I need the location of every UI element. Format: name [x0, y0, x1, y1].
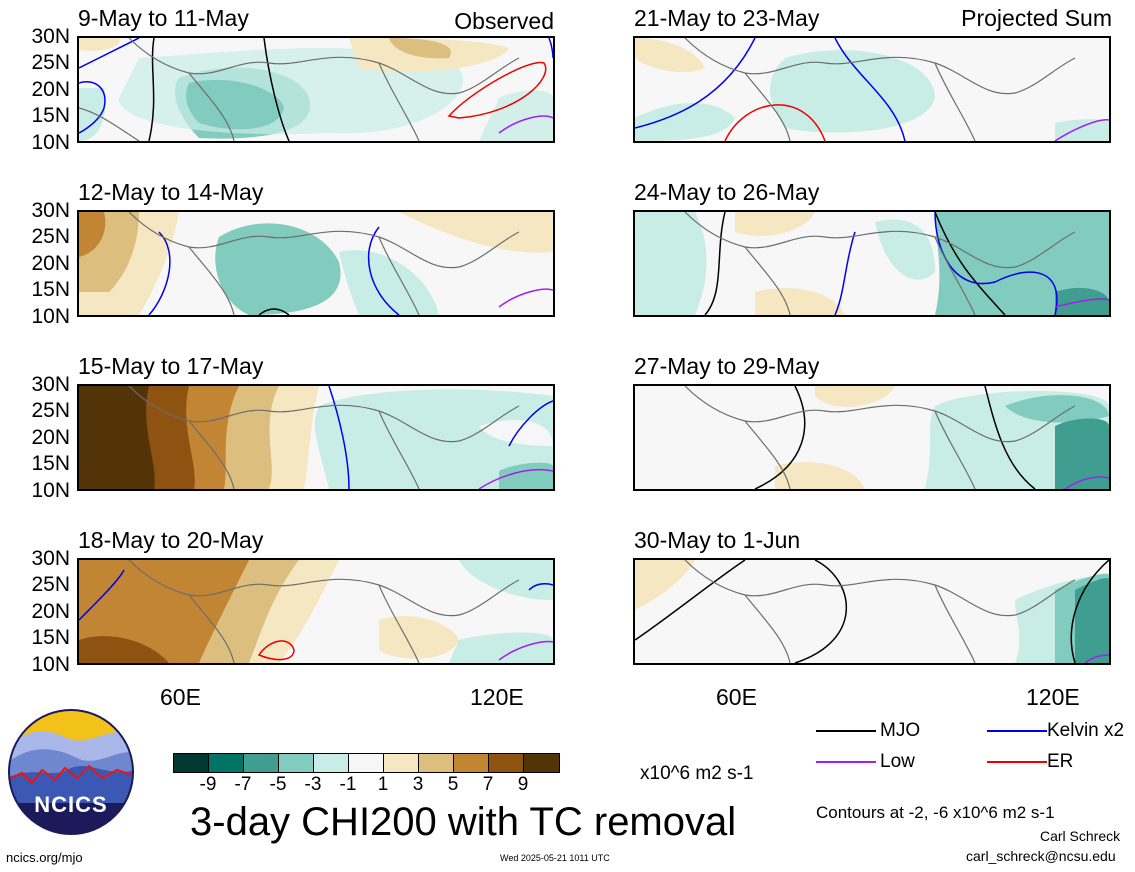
lon-label-60e: 60E [716, 684, 757, 710]
panel-3-title: 15-May to 17-May [78, 353, 264, 379]
author-email[interactable]: carl_schreck@ncsu.edu [966, 848, 1116, 864]
colorbar-tick: -5 [269, 774, 287, 795]
contours-note: Contours at -2, -6 x10^6 m2 s-1 [816, 803, 1055, 822]
lat-label-15n: 15N [31, 104, 70, 127]
colorbar-swatch [489, 754, 524, 772]
main-title: 3-day CHI200 with TC removal [190, 800, 737, 844]
projected-label: Projected Sum [961, 5, 1112, 31]
lat-label-20n: 20N [31, 78, 70, 101]
lat-label-10n: 10N [31, 131, 70, 154]
legend-line-er [987, 761, 1047, 763]
lat-label-25n: 25N [31, 573, 70, 596]
anomaly-map [635, 212, 1109, 315]
lat-label-10n: 10N [31, 653, 70, 676]
map-panel-2 [77, 210, 555, 317]
colorbar-tick: 5 [447, 774, 459, 795]
map-panel-4 [77, 558, 555, 665]
lat-label-20n: 20N [31, 426, 70, 449]
colorbar-tick: -3 [304, 774, 322, 795]
lon-label-120e: 120E [1026, 684, 1080, 710]
map-panel-6 [633, 210, 1111, 317]
lat-label-25n: 25N [31, 225, 70, 248]
legend-label-low: Low [880, 751, 915, 772]
legend-label-kelvin: Kelvin x2 [1047, 720, 1125, 741]
colorbar-swatch [209, 754, 244, 772]
colorbar-units: x10^6 m2 s-1 [640, 763, 754, 784]
colorbar-tick: 3 [412, 774, 424, 795]
lat-label-25n: 25N [31, 51, 70, 74]
map-panel-8 [633, 558, 1111, 665]
panel-6-title: 24-May to 26-May [634, 179, 820, 205]
anomaly-map [635, 560, 1109, 663]
colorbar-tick: -7 [234, 774, 252, 795]
lat-label-30n: 30N [31, 25, 70, 48]
legend-line-kelvin [987, 730, 1047, 732]
colorbar-tick: 1 [377, 774, 389, 795]
lat-label-20n: 20N [31, 600, 70, 623]
colorbar-tick: -1 [339, 774, 357, 795]
map-panel-5 [633, 36, 1111, 143]
map-panel-1 [77, 36, 555, 143]
lat-label-15n: 15N [31, 278, 70, 301]
footer-url[interactable]: ncics.org/mjo [6, 850, 83, 865]
panel-4-title: 18-May to 20-May [78, 527, 264, 553]
author-name: Carl Schreck [1040, 828, 1121, 844]
colorbar-swatch [314, 754, 349, 772]
logo-text: NCICS [34, 792, 108, 817]
lat-label-15n: 15N [31, 626, 70, 649]
colorbar-swatch [454, 754, 489, 772]
anomaly-map [79, 38, 553, 141]
footer-timestamp: Wed 2025-05-21 1011 UTC [500, 853, 610, 863]
colorbar [173, 753, 560, 773]
anomaly-map [79, 386, 553, 489]
lat-label-10n: 10N [31, 305, 70, 328]
colorbar-swatch [524, 754, 559, 772]
ncics-logo-icon [8, 709, 134, 835]
panel-1-title: 9-May to 11-May [78, 5, 249, 31]
colorbar-swatch [174, 754, 209, 772]
observed-label: Observed [454, 8, 554, 34]
lat-label-30n: 30N [31, 373, 70, 396]
colorbar-tick: 9 [517, 774, 529, 795]
anomaly-map [79, 212, 553, 315]
map-panel-7 [633, 384, 1111, 491]
legend-line-low [816, 761, 876, 763]
ncics-logo: NCICS [7, 708, 135, 836]
panel-2-title: 12-May to 14-May [78, 179, 264, 205]
colorbar-swatch [419, 754, 454, 772]
lat-label-30n: 30N [31, 199, 70, 222]
map-panel-3 [77, 384, 555, 491]
lat-label-25n: 25N [31, 399, 70, 422]
lat-label-10n: 10N [31, 479, 70, 502]
colorbar-swatch [279, 754, 314, 772]
legend-label-mjo: MJO [880, 720, 921, 741]
colorbar-swatch [244, 754, 279, 772]
panel-8-title: 30-May to 1-Jun [634, 527, 801, 553]
panel-7-title: 27-May to 29-May [634, 353, 820, 379]
anomaly-map [684, 386, 1109, 489]
panel-5-title: 21-May to 23-May [634, 5, 820, 31]
legend-label-er: ER [1047, 751, 1074, 772]
colorbar-tick: -9 [199, 774, 217, 795]
colorbar-swatch [349, 754, 384, 772]
anomaly-map [635, 38, 1109, 141]
lat-label-15n: 15N [31, 452, 70, 475]
lat-label-30n: 30N [31, 547, 70, 570]
lat-label-20n: 20N [31, 252, 70, 275]
legend-line-mjo [816, 730, 876, 732]
colorbar-tick: 7 [482, 774, 494, 795]
colorbar-swatch [384, 754, 419, 772]
lon-label-60e: 60E [160, 684, 201, 710]
lon-label-120e: 120E [470, 684, 524, 710]
anomaly-map [79, 560, 553, 663]
